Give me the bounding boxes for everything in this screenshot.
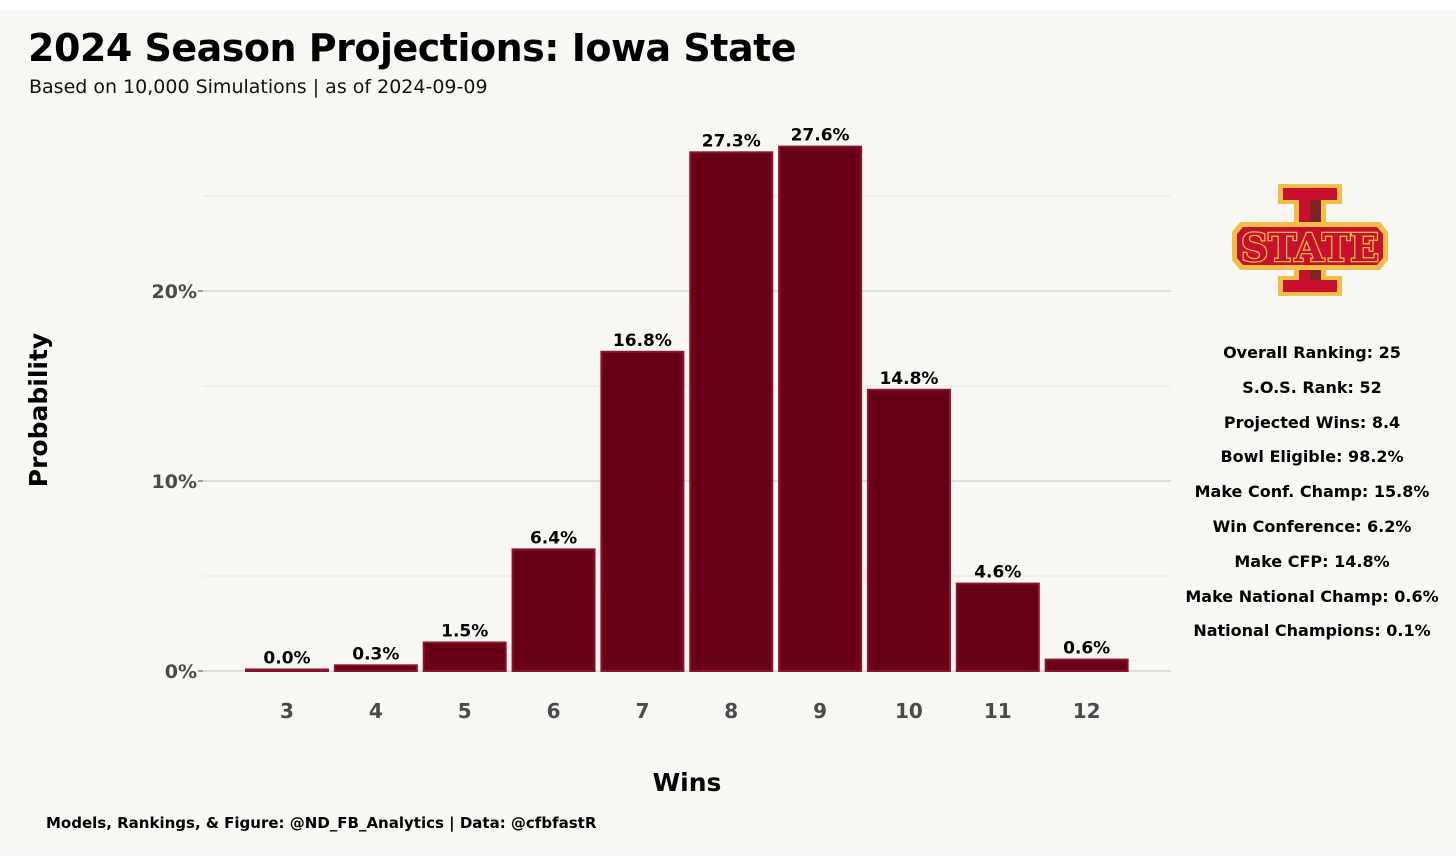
bar-value-label: 6.4% bbox=[530, 528, 577, 548]
x-tick-label: 9 bbox=[813, 699, 827, 723]
bar-value-label: 27.6% bbox=[791, 126, 850, 146]
x-tick-label: 5 bbox=[458, 699, 472, 723]
bar-wins-4 bbox=[333, 664, 418, 672]
chart-subtitle: Based on 10,000 Simulations | as of 2024… bbox=[29, 76, 488, 98]
x-tick-label: 3 bbox=[280, 699, 294, 723]
y-axis-ticks: 0% 10% 20% bbox=[152, 281, 203, 683]
y-axis-label: Probability bbox=[24, 333, 53, 487]
bar-value-label: 27.3% bbox=[702, 131, 761, 151]
logo-wordmark: STATE bbox=[1241, 225, 1379, 270]
y-tick-label: 20% bbox=[152, 281, 197, 303]
bar-wins-10 bbox=[866, 388, 951, 672]
bar-value-label: 14.8% bbox=[879, 369, 938, 389]
bar-wins-7 bbox=[600, 350, 685, 672]
bars bbox=[245, 145, 1129, 673]
stat-make-cfp: Make CFP: 14.8% bbox=[1234, 551, 1390, 571]
x-tick-label: 10 bbox=[895, 699, 923, 723]
x-axis-label: Wins bbox=[653, 768, 722, 797]
bar-wins-9 bbox=[778, 145, 863, 673]
stat-national-champions: National Champions: 0.1% bbox=[1193, 621, 1431, 641]
chart-title: 2024 Season Projections: Iowa State bbox=[28, 26, 797, 70]
x-tick-label: 12 bbox=[1073, 699, 1101, 723]
chart-caption: Models, Rankings, & Figure: @ND_FB_Analy… bbox=[46, 814, 597, 832]
x-tick-label: 4 bbox=[369, 699, 383, 723]
logo-band-fill bbox=[1237, 227, 1383, 265]
stat-projected-wins: Projected Wins: 8.4 bbox=[1223, 412, 1401, 432]
iowa-state-logo: STATE bbox=[1232, 184, 1388, 296]
stat-win-conference: Win Conference: 6.2% bbox=[1212, 516, 1412, 536]
x-tick-label: 8 bbox=[724, 699, 738, 723]
bar-value-label: 0.0% bbox=[263, 649, 310, 669]
x-tick-label: 6 bbox=[547, 699, 561, 723]
x-axis-ticks: 3 4 5 6 7 8 9 10 11 12 bbox=[280, 699, 1101, 723]
stat-overall-ranking: Overall Ranking: 25 bbox=[1223, 343, 1401, 362]
bar-wins-6 bbox=[511, 548, 596, 673]
bar-value-label: 1.5% bbox=[441, 622, 488, 642]
bar-wins-12 bbox=[1044, 658, 1129, 672]
y-tick-label: 10% bbox=[152, 471, 197, 493]
y-tick-label: 0% bbox=[165, 661, 197, 683]
stat-make-conf-champ: Make Conf. Champ: 15.8% bbox=[1194, 482, 1430, 502]
bar-wins-3 bbox=[245, 668, 329, 672]
stat-make-national-champ: Make National Champ: 0.6% bbox=[1185, 586, 1439, 606]
bar-value-labels: 0.0% 0.3% 1.5% 6.4% 16.8% 27.3% 27.6% 14.8% 4.6%… bbox=[263, 126, 1110, 669]
bar-value-label: 0.6% bbox=[1063, 639, 1110, 659]
bar-wins-5 bbox=[422, 641, 507, 672]
season-stats-panel: Overall Ranking: 25 S.O.S. Rank: 52 Proj… bbox=[1176, 343, 1448, 656]
bar-value-label: 16.8% bbox=[613, 331, 672, 351]
bar-wins-8 bbox=[689, 151, 774, 673]
stat-sos-rank: S.O.S. Rank: 52 bbox=[1242, 377, 1382, 397]
stat-bowl-eligible: Bowl Eligible: 98.2% bbox=[1220, 447, 1404, 467]
bar-value-label: 4.6% bbox=[974, 563, 1021, 583]
x-tick-label: 11 bbox=[984, 699, 1012, 723]
x-tick-label: 7 bbox=[635, 699, 649, 723]
bar-value-label: 0.3% bbox=[352, 644, 399, 664]
bar-wins-11 bbox=[955, 582, 1040, 672]
